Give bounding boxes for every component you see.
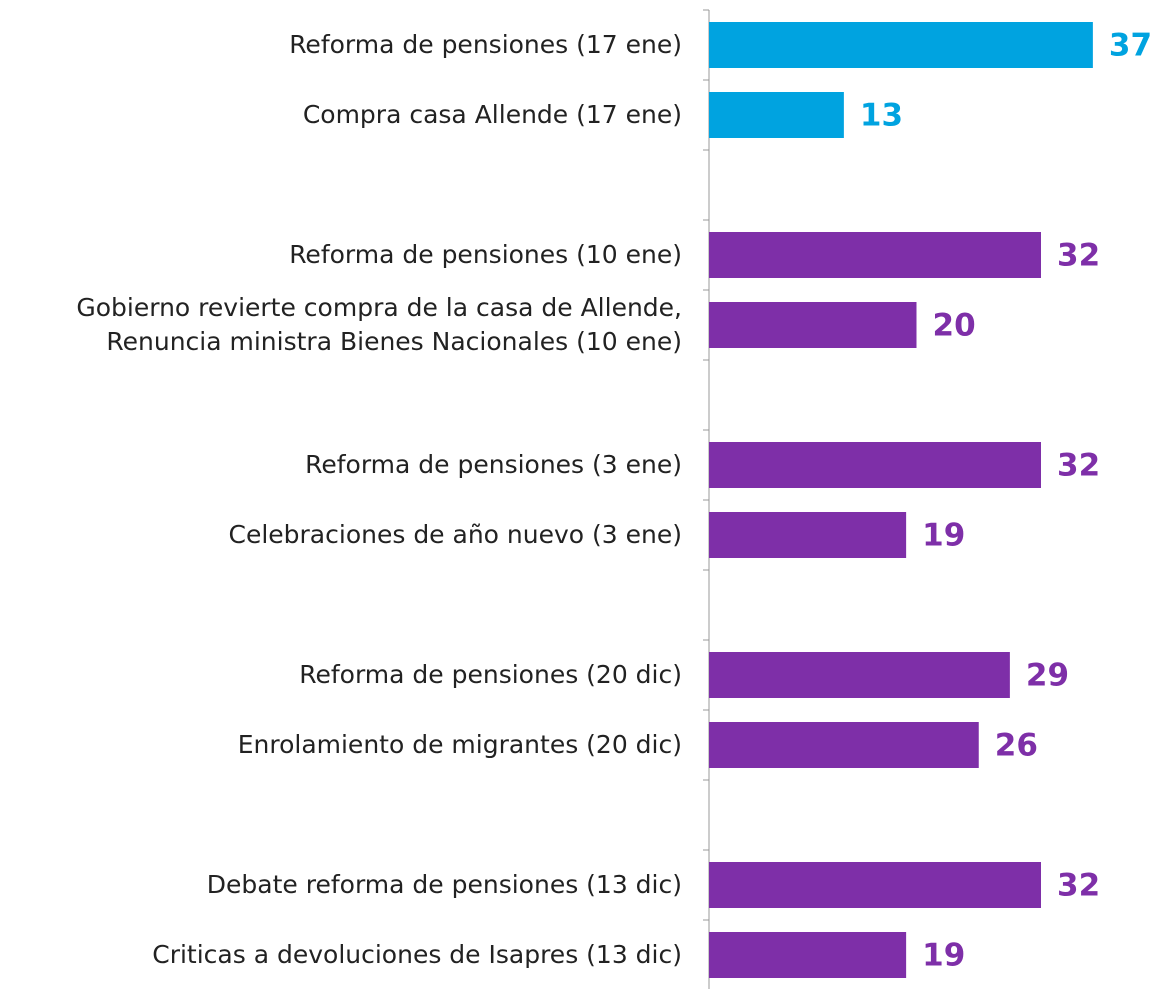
- value-label: 32: [1057, 448, 1100, 484]
- category-label: Celebraciones de año nuevo (3 ene): [228, 520, 683, 549]
- category-label: Reforma de pensiones (17 ene): [289, 30, 682, 59]
- category-label: Reforma de pensiones (3 ene): [305, 450, 682, 479]
- bar: [709, 302, 917, 348]
- bar: [709, 442, 1041, 488]
- value-label: 29: [1026, 658, 1069, 694]
- value-label: 19: [922, 518, 965, 554]
- category-label: Reforma de pensiones (20 dic): [299, 660, 682, 689]
- value-label: 26: [995, 728, 1038, 764]
- bar: [709, 232, 1041, 278]
- bar: [709, 652, 1010, 698]
- value-label: 32: [1057, 238, 1100, 274]
- category-label: Criticas a devoluciones de Isapres (13 d…: [152, 940, 682, 969]
- bar: [709, 862, 1041, 908]
- bar: [709, 512, 907, 558]
- value-label: 20: [933, 308, 976, 344]
- category-label: Gobierno revierte compra de la casa de A…: [76, 293, 682, 356]
- value-label: 19: [922, 938, 965, 974]
- category-label: Compra casa Allende (17 ene): [302, 100, 682, 129]
- category-label: Reforma de pensiones (10 ene): [289, 240, 682, 269]
- value-label: 13: [860, 98, 903, 134]
- category-label: Enrolamiento de migrantes (20 dic): [237, 730, 682, 759]
- value-label: 37: [1109, 28, 1152, 64]
- bar: [709, 22, 1093, 68]
- bar: [709, 92, 844, 138]
- category-label: Debate reforma de pensiones (13 dic): [206, 870, 682, 899]
- bar: [709, 722, 979, 768]
- value-label: 32: [1057, 868, 1100, 904]
- bar: [709, 932, 907, 978]
